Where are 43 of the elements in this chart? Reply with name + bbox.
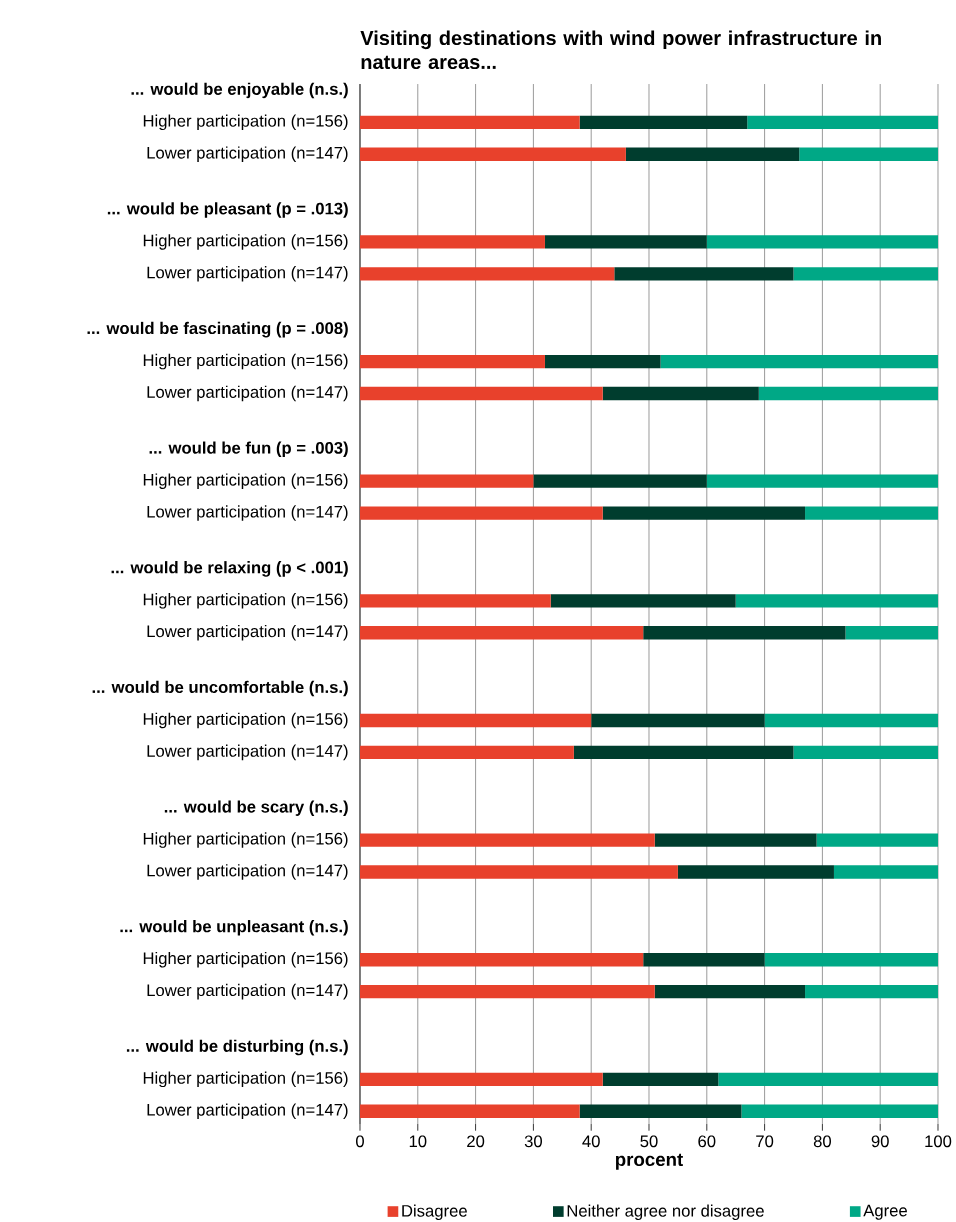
x-tick-label: 60 [698, 1135, 716, 1148]
x-tick-label: 40 [582, 1135, 600, 1148]
x-axis-title: procent [616, 1153, 683, 1170]
x-tick-label: 100 [925, 1135, 952, 1148]
y-tick-label: ... would be relaxing (p < .001) [111, 561, 348, 577]
y-tick-label: Higher participation (n=156) [143, 712, 348, 729]
y-tick-label: Lower participation (n=147) [147, 505, 348, 521]
y-tick-label: Higher participation (n=156) [143, 832, 348, 848]
x-tick-label: 80 [813, 1135, 832, 1148]
y-tick-label: Lower participation (n=147) [147, 266, 348, 282]
y-tick-label: ... would be unpleasant (n.s.) [120, 920, 348, 936]
y-tick-label: Higher participation (n=156) [143, 1071, 348, 1088]
y-tick-label: Higher participation (n=156) [143, 951, 348, 968]
y-tick-label: Higher participation (n=156) [143, 114, 348, 131]
y-tick-label: ... would be fun (p = .003) [149, 441, 348, 458]
y-tick-label: Lower participation (n=147) [147, 1103, 348, 1120]
y-tick-label: Higher participation (n=156) [143, 234, 348, 250]
y-tick-label: ... would be disturbing (n.s.) [126, 1039, 348, 1056]
x-tick-label: 20 [467, 1135, 485, 1148]
legend-label: Neither agree nor disagree [567, 1204, 764, 1221]
legend-label: Agree [863, 1204, 907, 1220]
y-tick-label: Lower participation (n=147) [147, 864, 348, 880]
y-tick-label: ... would be pleasant (p = .013) [107, 202, 348, 218]
y-tick-label: ... would be scary (n.s.) [164, 800, 348, 816]
y-tick-label: ... would be fascinating (p = .008) [87, 321, 348, 338]
x-tick-label: 30 [524, 1135, 543, 1148]
x-tick-label: 50 [640, 1135, 658, 1148]
y-tick-label: Lower participation (n=147) [147, 744, 348, 761]
x-tick-label: 70 [756, 1135, 774, 1148]
y-tick-label: Lower participation (n=147) [147, 983, 348, 1000]
y-tick-label: Higher participation (n=156) [143, 353, 348, 370]
y-tick-label: Lower participation (n=147) [147, 385, 348, 402]
y-tick-label: ... would be uncomfortable (n.s.) [92, 680, 348, 697]
y-tick-label: ... would be enjoyable (n.s.) [131, 82, 348, 99]
y-tick-label: Lower participation (n=147) [147, 146, 348, 162]
y-tick-label: Lower participation (n=147) [147, 624, 348, 641]
legend-label: Disagree [402, 1204, 467, 1221]
x-tick-label: 90 [871, 1135, 889, 1148]
chart-title: Visiting destinations with wind power infrastructure in nature areas... [360, 30, 881, 70]
y-tick-label: Higher participation (n=156) [143, 593, 348, 609]
x-tick-label: 10 [409, 1135, 427, 1148]
x-tick-label: 0 [356, 1135, 364, 1148]
y-tick-label: Higher participation (n=156) [143, 473, 348, 489]
